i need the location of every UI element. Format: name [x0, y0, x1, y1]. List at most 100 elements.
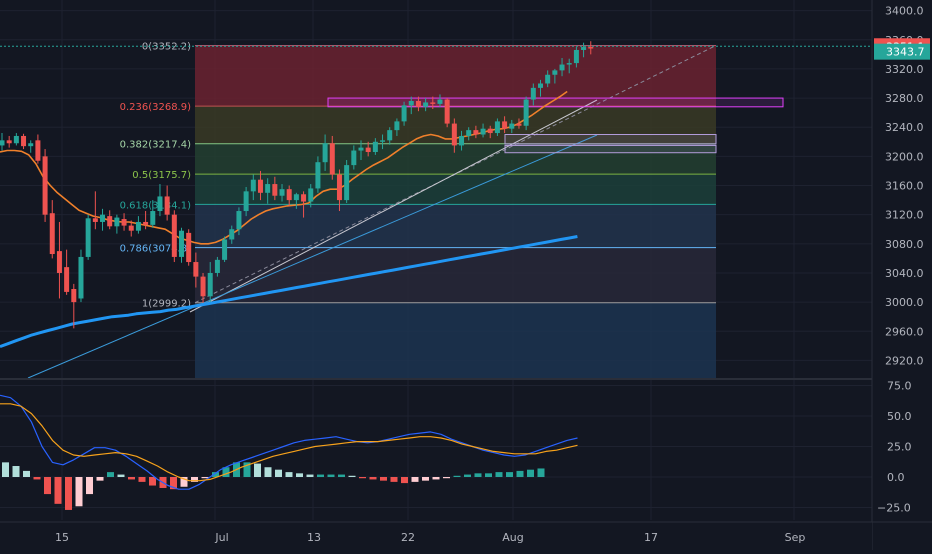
- candle[interactable]: [121, 213, 127, 231]
- candle[interactable]: [430, 96, 436, 110]
- candle[interactable]: [35, 134, 41, 164]
- candle[interactable]: [480, 123, 486, 138]
- candle[interactable]: [351, 145, 357, 170]
- candle[interactable]: [279, 184, 285, 202]
- candle[interactable]: [49, 200, 55, 259]
- candle[interactable]: [516, 118, 522, 129]
- candle[interactable]: [193, 252, 199, 288]
- candle[interactable]: [243, 186, 249, 217]
- candle[interactable]: [344, 160, 350, 204]
- candle[interactable]: [272, 176, 278, 201]
- candle[interactable]: [157, 184, 163, 217]
- candle[interactable]: [552, 68, 558, 84]
- candle[interactable]: [322, 134, 328, 171]
- candle[interactable]: [559, 57, 565, 77]
- macd-histogram-bar: [191, 477, 198, 482]
- candle[interactable]: [459, 130, 465, 151]
- candle[interactable]: [545, 70, 551, 88]
- candle[interactable]: [423, 98, 429, 112]
- candle-body: [437, 99, 443, 104]
- candle[interactable]: [315, 156, 321, 193]
- candle[interactable]: [78, 249, 84, 303]
- candle[interactable]: [42, 149, 48, 222]
- macd-pane[interactable]: [0, 394, 578, 510]
- candle[interactable]: [538, 79, 543, 97]
- candle[interactable]: [265, 178, 271, 204]
- candle[interactable]: [13, 133, 19, 146]
- candle[interactable]: [466, 127, 472, 141]
- support-resistance-zone[interactable]: [327, 97, 784, 108]
- trend-line[interactable]: [27, 134, 598, 379]
- candle[interactable]: [186, 229, 192, 266]
- candle[interactable]: [128, 220, 134, 237]
- candle-body: [42, 156, 48, 215]
- trend-line[interactable]: [189, 99, 598, 313]
- candle[interactable]: [451, 118, 457, 153]
- price-axis[interactable]: 3400.03360.03320.03280.03240.03200.03160…: [871, 0, 932, 550]
- candle[interactable]: [236, 207, 242, 236]
- candle[interactable]: [394, 118, 400, 136]
- candle[interactable]: [229, 225, 235, 244]
- time-tick-label: 17: [644, 531, 658, 544]
- price-tick-label: 3040.0: [885, 267, 924, 280]
- candle[interactable]: [222, 236, 228, 263]
- candle[interactable]: [336, 169, 342, 212]
- candle[interactable]: [301, 191, 307, 218]
- candle[interactable]: [143, 211, 149, 230]
- candle[interactable]: [473, 125, 479, 139]
- candle[interactable]: [64, 249, 70, 295]
- support-resistance-zone[interactable]: [504, 134, 717, 145]
- candle[interactable]: [164, 185, 170, 221]
- candle[interactable]: [135, 216, 141, 234]
- candle[interactable]: [365, 141, 371, 157]
- candle[interactable]: [257, 170, 263, 201]
- candle[interactable]: [71, 283, 77, 329]
- candle[interactable]: [372, 138, 378, 155]
- candle[interactable]: [250, 174, 256, 201]
- candle[interactable]: [286, 185, 292, 206]
- candle[interactable]: [566, 58, 572, 74]
- candle[interactable]: [358, 140, 364, 161]
- candle[interactable]: [509, 119, 515, 134]
- candle[interactable]: [415, 96, 421, 112]
- time-tick-label: Sep: [785, 531, 806, 544]
- support-resistance-zone[interactable]: [504, 144, 717, 154]
- candle[interactable]: [100, 208, 106, 231]
- candle[interactable]: [573, 47, 579, 68]
- candle[interactable]: [179, 227, 184, 263]
- candle[interactable]: [107, 210, 113, 230]
- candle[interactable]: [56, 221, 62, 299]
- candle[interactable]: [387, 127, 393, 145]
- candle[interactable]: [437, 94, 443, 107]
- candle[interactable]: [308, 184, 314, 208]
- candle[interactable]: [530, 83, 536, 106]
- candle[interactable]: [293, 192, 299, 209]
- candle[interactable]: [523, 96, 529, 131]
- candle[interactable]: [0, 133, 5, 151]
- candle[interactable]: [171, 210, 177, 263]
- candle[interactable]: [401, 101, 407, 126]
- candle[interactable]: [21, 133, 27, 150]
- candle[interactable]: [444, 98, 450, 128]
- candle[interactable]: [28, 140, 34, 153]
- candle[interactable]: [6, 135, 12, 148]
- candle[interactable]: [150, 200, 156, 228]
- candle[interactable]: [487, 125, 493, 139]
- candle[interactable]: [214, 256, 220, 277]
- time-axis[interactable]: 15 Jul 13 22 Aug 17 Sep: [0, 521, 932, 550]
- candle[interactable]: [581, 42, 587, 58]
- candle[interactable]: [207, 262, 213, 303]
- candle[interactable]: [92, 191, 98, 230]
- candle[interactable]: [588, 41, 594, 55]
- candle[interactable]: [408, 96, 414, 115]
- candle[interactable]: [329, 135, 335, 180]
- fib-retracement[interactable]: 0(3352.2) 0.236(3268.9) 0.382(3217.4) 0.5(3…: [120, 41, 717, 378]
- candle[interactable]: [200, 272, 206, 303]
- candle[interactable]: [380, 134, 386, 150]
- candle[interactable]: [502, 116, 508, 134]
- candle[interactable]: [494, 118, 500, 136]
- candle[interactable]: [114, 214, 120, 234]
- candle[interactable]: [85, 214, 91, 260]
